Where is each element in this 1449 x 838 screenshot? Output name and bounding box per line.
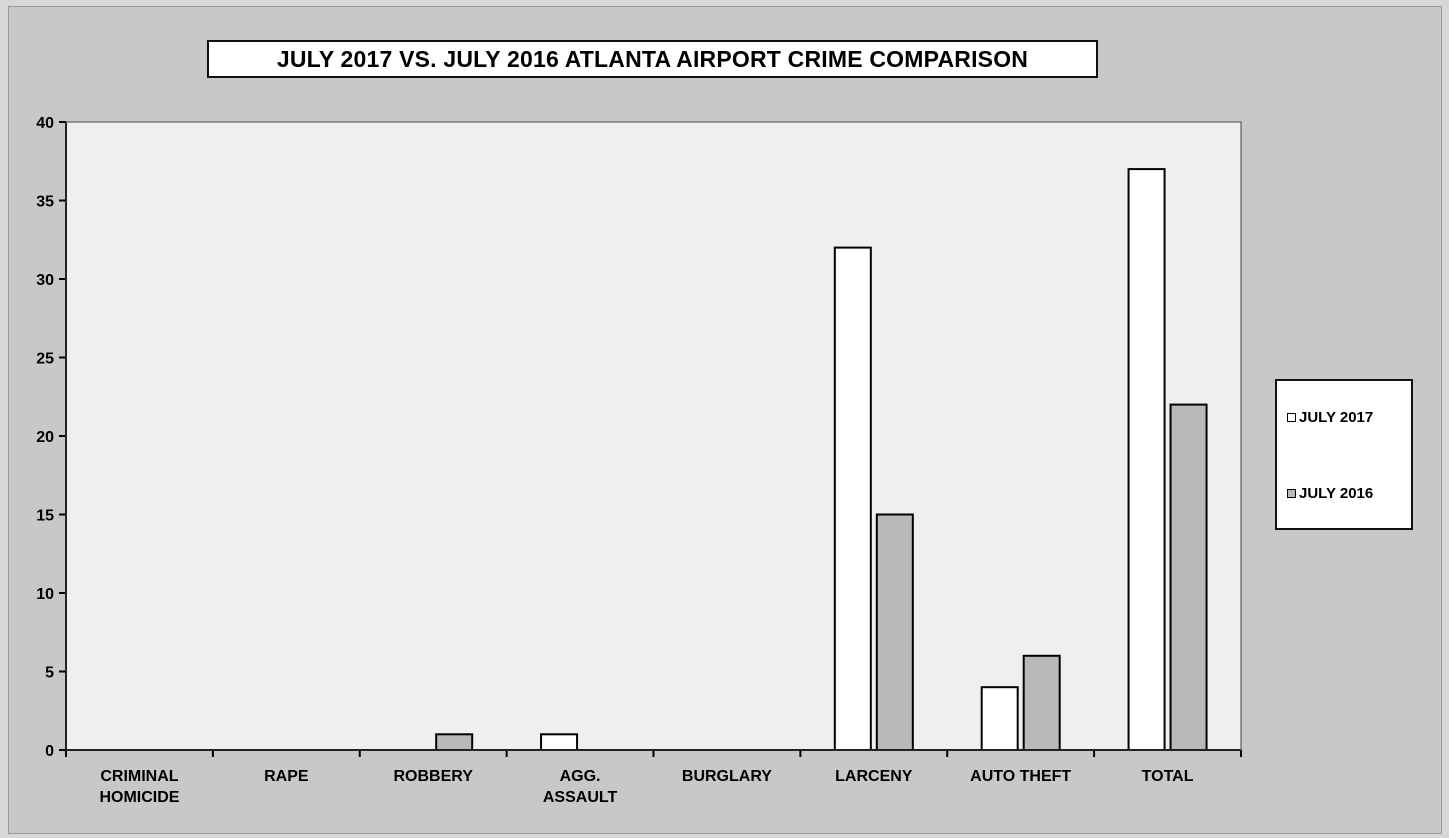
bar-2017: [980, 686, 1019, 752]
y-tick-label: 30: [36, 272, 54, 289]
x-tick-label: ROBBERY: [393, 768, 473, 785]
bar-2017: [1127, 168, 1166, 752]
x-tick-label: RAPE: [264, 768, 309, 785]
bar-2016: [435, 733, 474, 751]
legend-label-2016: JULY 2016: [1299, 485, 1374, 502]
y-tick-label: 10: [36, 586, 54, 603]
bar-2016: [1169, 403, 1208, 751]
x-tick-label: CRIMINAL HOMICIDE: [99, 768, 179, 806]
y-tick-label: 40: [36, 115, 54, 132]
legend-swatch-2016: [1287, 489, 1296, 498]
bar-2016: [1022, 654, 1061, 751]
x-tick-label: AUTO THEFT: [970, 768, 1071, 785]
bar-2017: [833, 246, 872, 751]
legend-label-2017: JULY 2017: [1299, 409, 1374, 426]
y-tick-label: 20: [36, 429, 54, 446]
y-tick-label: 35: [36, 194, 54, 211]
legend: JULY 2017 JULY 2016: [1275, 379, 1413, 530]
legend-swatch-2017: [1287, 413, 1296, 422]
bar-2016: [875, 513, 914, 751]
bar-2017: [540, 733, 579, 751]
plot-border: [65, 121, 1242, 751]
y-tick-label: 15: [36, 508, 54, 525]
x-tick-label: AGG. ASSAULT: [543, 768, 618, 806]
x-tick-label: LARCENY: [835, 768, 913, 785]
y-tick-label: 5: [45, 665, 54, 682]
plot-area: [66, 122, 1241, 750]
legend-item-2016: JULY 2016: [1287, 485, 1373, 502]
y-tick-label: 0: [45, 743, 54, 760]
chart-title: JULY 2017 VS. JULY 2016 ATLANTA AIRPORT …: [207, 40, 1098, 78]
y-tick-label: 25: [36, 351, 54, 368]
legend-item-2017: JULY 2017: [1287, 409, 1373, 426]
x-tick-label: BURGLARY: [682, 768, 772, 785]
x-tick-label: TOTAL: [1142, 768, 1194, 785]
